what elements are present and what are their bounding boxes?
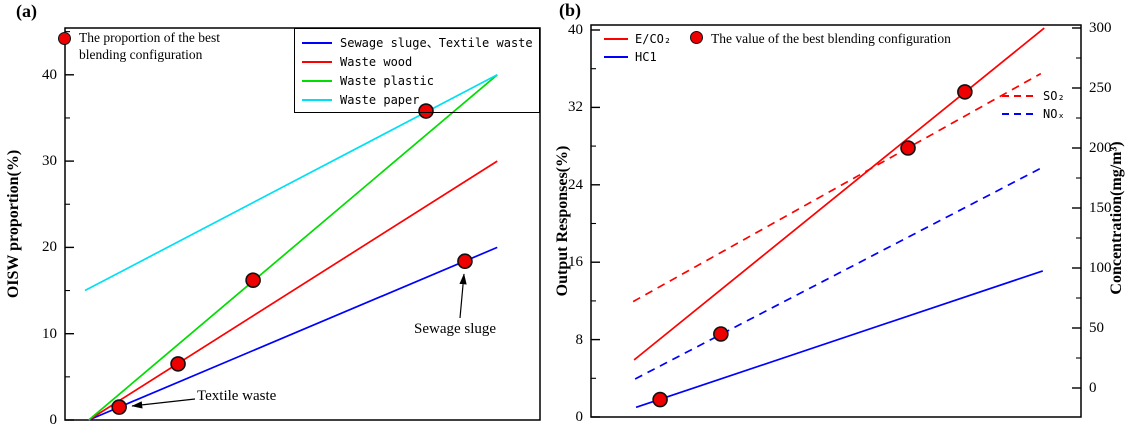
legend-line-swatch-icon — [302, 41, 332, 44]
series-line-hc1 — [635, 270, 1044, 409]
panel-a-line-legend: Sewage sluge、Textile waste Waste wood Wast… — [294, 28, 540, 113]
series-line-so- — [632, 72, 1042, 303]
panel-b-marker-legend: The value of the best blending configura… — [690, 31, 951, 47]
legend-so2: SO₂ — [1002, 89, 1065, 103]
panel-b-left-tick-label: 8 — [575, 331, 584, 348]
legend-so2-label: SO₂ — [1043, 89, 1065, 103]
red-dashed-swatch-icon — [1002, 95, 1036, 97]
panel-b-right-tick-label: 150 — [1089, 200, 1112, 216]
panel-b-plot — [590, 24, 1082, 418]
panel-b-left-tick-label: 24 — [568, 176, 583, 193]
panel-a-y-tick-label: 30 — [42, 153, 57, 170]
panel-b-right-tick-label: 300 — [1089, 20, 1112, 36]
best-point-dot — [900, 140, 916, 156]
legend-item-label: Waste paper — [340, 92, 420, 107]
panel-a-tag: (a) — [16, 1, 37, 21]
legend-item-1: Waste wood — [295, 52, 539, 71]
panel-b-left-tick-label: 16 — [568, 254, 583, 271]
legend-item-label: Waste wood — [340, 54, 413, 69]
panel-b-marker-legend-text: The value of the best blending configura… — [711, 31, 951, 46]
panel-b-left-tick-label: 40 — [568, 22, 583, 38]
panel-b-right-tick-label: 200 — [1089, 140, 1112, 156]
legend-eco2-label: E/CO₂ — [635, 32, 672, 46]
series-line-waste-plastic — [88, 74, 498, 421]
panel-a-plot — [64, 27, 541, 421]
best-point-dot — [170, 356, 186, 372]
annotation-sewage-sluge: Sewage sluge — [414, 321, 497, 337]
best-point-dot — [418, 103, 434, 119]
legend-nox: NOₓ — [1002, 107, 1065, 121]
panel-a-marker-legend: The proportion of the best blending conf… — [58, 30, 220, 63]
blue-line-swatch-icon — [604, 56, 628, 58]
series-line-sewage-sluge-textile-waste — [88, 246, 498, 421]
marker-legend-line2: blending configuration — [79, 46, 203, 62]
panel-b-frame — [590, 24, 1082, 418]
annotation-textile-waste: Textile waste — [197, 388, 277, 404]
legend-item-3: Waste paper — [295, 90, 539, 109]
panel-a-y-tick-label: 10 — [42, 325, 57, 342]
best-point-dot — [652, 391, 668, 408]
best-point-dot — [457, 253, 473, 270]
annotation-arrow-textile — [131, 398, 196, 409]
panel-b-left-tick-label: 32 — [568, 99, 583, 116]
best-point-dot — [713, 326, 729, 342]
best-point-dot — [111, 399, 127, 415]
legend-item-label: Waste plastic — [340, 73, 434, 88]
legend-hcl-label: HC1 — [635, 50, 657, 64]
blue-dashed-swatch-icon — [1002, 113, 1036, 115]
panel-b-tag: (b) — [559, 0, 581, 20]
legend-item-2: Waste plastic — [295, 71, 539, 90]
legend-item-label: Sewage sluge、Textile waste — [340, 36, 533, 50]
best-point-marker-icon — [690, 31, 703, 44]
series-line-no- — [634, 166, 1044, 380]
legend-line-swatch-icon — [302, 98, 332, 101]
panel-a-y-axis-title: OISW proportion(%) — [5, 149, 22, 299]
best-point-dot — [957, 84, 973, 100]
panel-b-left-tick-label: 0 — [575, 409, 584, 425]
series-line-waste-wood — [88, 160, 498, 421]
legend-nox-label: NOₓ — [1043, 107, 1065, 121]
panel-b-right-tick-label: 100 — [1089, 260, 1112, 276]
legend-hcl: HC1 — [604, 50, 657, 64]
marker-legend-line1: The proportion of the best — [79, 30, 220, 45]
panel-b-right-tick-label: 250 — [1089, 80, 1112, 96]
red-line-swatch-icon — [604, 38, 628, 40]
series-line-e-co- — [633, 27, 1045, 361]
panel-a-y-tick-label: 40 — [42, 66, 57, 83]
panel-b-right-tick-label: 50 — [1089, 320, 1104, 336]
panel-a-y-tick-label: 20 — [42, 239, 57, 256]
annotation-arrow-sewage — [459, 273, 467, 319]
best-point-dot — [245, 272, 261, 288]
legend-line-swatch-icon — [302, 79, 332, 82]
panel-a-y-tick-label: 0 — [49, 412, 58, 428]
legend-line-swatch-icon — [302, 60, 332, 63]
best-point-marker-icon — [58, 32, 71, 45]
legend-item-0: Sewage sluge、Textile waste — [295, 33, 539, 52]
panel-a-marker-legend-text: The proportion of the best blending conf… — [79, 30, 220, 63]
legend-eco2: E/CO₂ — [604, 32, 671, 46]
panel-b-left-axis-title: Output Responses(%) — [554, 145, 571, 297]
panel-b-right-tick-label: 0 — [1089, 380, 1097, 396]
